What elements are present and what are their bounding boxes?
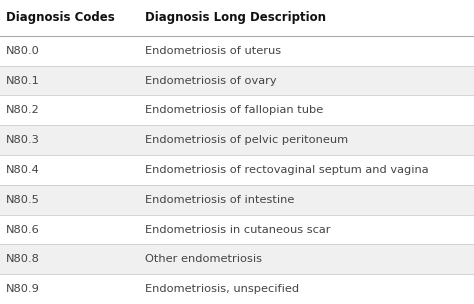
Bar	[0, 95, 474, 125]
Text: Endometriosis of pelvic peritoneum: Endometriosis of pelvic peritoneum	[145, 135, 348, 145]
Bar	[0, 274, 474, 304]
Text: N80.9: N80.9	[6, 284, 40, 294]
Text: N80.0: N80.0	[6, 46, 40, 56]
Text: N80.1: N80.1	[6, 76, 40, 85]
Bar	[0, 155, 474, 185]
Bar	[0, 215, 474, 244]
Text: N80.5: N80.5	[6, 195, 40, 205]
Text: N80.3: N80.3	[6, 135, 40, 145]
Text: N80.8: N80.8	[6, 254, 40, 264]
Text: Diagnosis Codes: Diagnosis Codes	[6, 12, 115, 24]
Text: Endometriosis in cutaneous scar: Endometriosis in cutaneous scar	[145, 225, 330, 234]
Text: Endometriosis of fallopian tube: Endometriosis of fallopian tube	[145, 105, 323, 115]
Text: Endometriosis of ovary: Endometriosis of ovary	[145, 76, 276, 85]
Bar	[0, 125, 474, 155]
Bar	[0, 66, 474, 95]
Text: N80.4: N80.4	[6, 165, 40, 175]
Bar	[0, 36, 474, 66]
Text: Endometriosis of rectovaginal septum and vagina: Endometriosis of rectovaginal septum and…	[145, 165, 428, 175]
Bar	[0, 244, 474, 274]
Text: Endometriosis, unspecified: Endometriosis, unspecified	[145, 284, 299, 294]
Text: Endometriosis of intestine: Endometriosis of intestine	[145, 195, 294, 205]
Text: Other endometriosis: Other endometriosis	[145, 254, 262, 264]
Bar	[0, 0, 474, 36]
Text: N80.6: N80.6	[6, 225, 40, 234]
Text: Diagnosis Long Description: Diagnosis Long Description	[145, 12, 326, 24]
Text: Endometriosis of uterus: Endometriosis of uterus	[145, 46, 281, 56]
Bar	[0, 185, 474, 215]
Text: N80.2: N80.2	[6, 105, 40, 115]
